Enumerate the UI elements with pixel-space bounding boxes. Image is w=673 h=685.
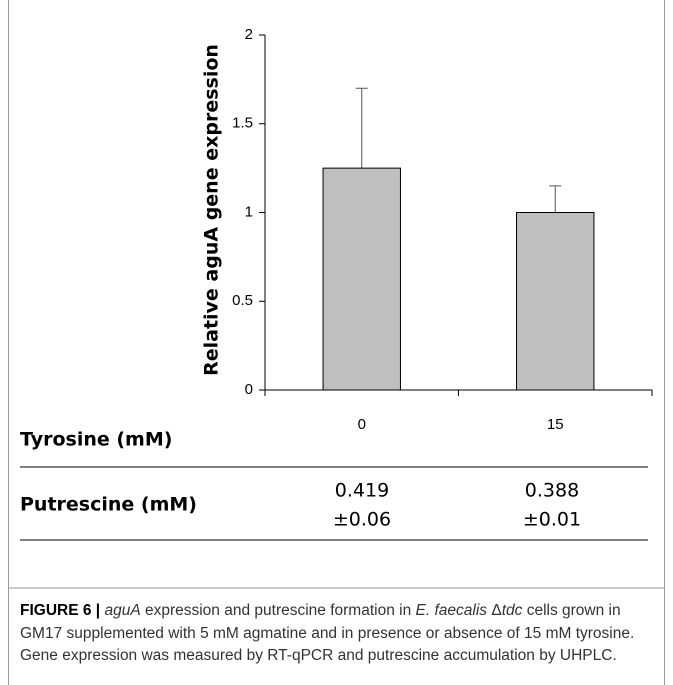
caption-text: aguA	[104, 602, 141, 619]
bar	[516, 212, 595, 391]
y-tick-label: 0.5	[232, 292, 253, 309]
caption-label: FIGURE 6 |	[20, 602, 101, 619]
frame	[8, 0, 665, 685]
row-label: Putrescine (mM)	[20, 494, 197, 516]
y-tick-label: 0	[245, 381, 253, 398]
cell: 0.419	[335, 480, 389, 502]
y-axis-label: Relative aguA gene expression	[201, 44, 223, 376]
caption: FIGURE 6 | aguA expression and putrescin…	[20, 600, 660, 668]
x-tick-label: 15	[547, 416, 564, 433]
y-tick-label: 1.5	[232, 115, 253, 132]
cell: 0.388	[525, 480, 579, 502]
caption-text: tdc	[501, 602, 523, 619]
x-tick-label: 0	[358, 416, 366, 433]
caption-text: Δ	[487, 602, 502, 619]
y-tick-label: 2	[245, 26, 253, 43]
x-axis-label: Tyrosine (mM)	[20, 429, 172, 451]
cell: ±0.01	[523, 509, 581, 531]
bar	[322, 167, 401, 391]
caption-text: cells grown in GM17 supplemented with 5 …	[20, 602, 635, 664]
caption-text: expression and putrescine formation in	[140, 602, 416, 619]
caption-text: E. faecalis	[415, 602, 488, 619]
cell: ±0.06	[333, 509, 391, 531]
y-tick-label: 1	[245, 203, 253, 220]
